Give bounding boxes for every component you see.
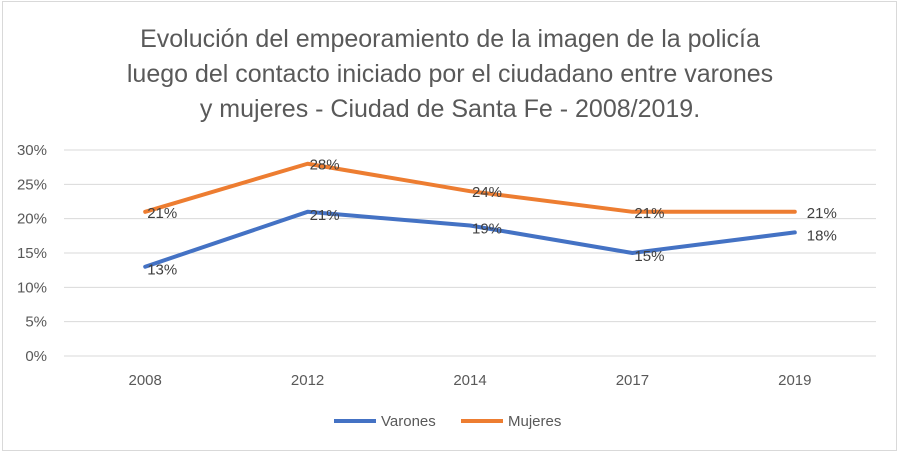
- chart-title: Evolución del empeoramiento de la imagen…: [0, 22, 900, 127]
- x-tick-label: 2008: [129, 372, 162, 389]
- x-tick-label: 2012: [291, 372, 324, 389]
- y-tick-label: 25%: [17, 176, 47, 193]
- y-tick-label: 0%: [25, 348, 47, 365]
- data-label: 15%: [634, 248, 664, 265]
- chart-title-line-3: y mujeres - Ciudad de Santa Fe - 2008/20…: [199, 95, 701, 123]
- y-tick-label: 30%: [17, 142, 47, 159]
- y-tick-label: 10%: [17, 279, 47, 296]
- series-line-varones: [143, 209, 797, 269]
- x-tick-label: 2019: [778, 372, 811, 389]
- legend: Varones Mujeres: [334, 413, 561, 430]
- data-label: 21%: [634, 205, 664, 222]
- series-line-mujeres: [143, 161, 797, 214]
- data-label: 21%: [807, 205, 837, 222]
- y-tick-label: 15%: [17, 245, 47, 262]
- legend-label: Mujeres: [508, 413, 561, 430]
- series-lines: [143, 161, 797, 269]
- x-tick-label: 2014: [453, 372, 486, 389]
- legend-label: Varones: [381, 413, 436, 430]
- data-label: 28%: [310, 157, 340, 174]
- x-tick-label: 2017: [616, 372, 649, 389]
- y-tick-label: 20%: [17, 211, 47, 228]
- data-label: 24%: [472, 184, 502, 201]
- data-label: 21%: [310, 207, 340, 224]
- gridlines: [64, 149, 876, 357]
- chart-title-line-2: luego del contacto iniciado por el ciuda…: [126, 60, 774, 88]
- chart-title-line-1: Evolución del empeoramiento de la imagen…: [140, 25, 760, 53]
- y-axis-ticks: 0% 5% 10% 15% 20% 25% 30%: [17, 142, 47, 365]
- data-label: 13%: [147, 262, 177, 279]
- y-tick-label: 5%: [25, 314, 47, 331]
- data-label: 21%: [147, 205, 177, 222]
- data-label: 18%: [807, 227, 837, 244]
- data-labels: 13% 21% 19% 15% 18% 21% 28% 24% 21% 21%: [147, 157, 837, 279]
- data-label: 19%: [472, 221, 502, 238]
- x-axis-ticks: 2008 2012 2014 2017 2019: [129, 372, 812, 389]
